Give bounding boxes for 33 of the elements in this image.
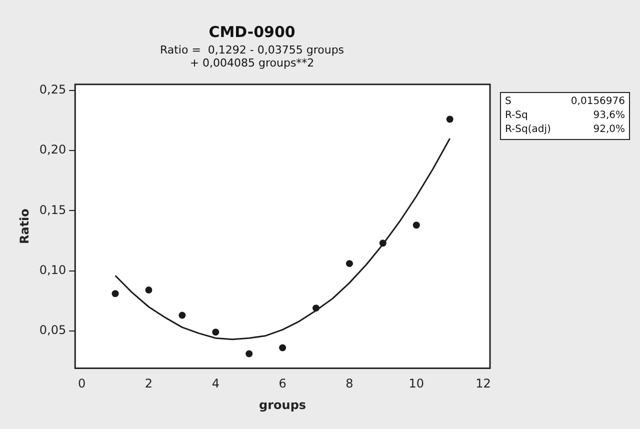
point	[379, 240, 386, 247]
x-tick-label: 2	[144, 376, 153, 391]
chart-subtitle: Ratio = 0,1292 - 0,03755 groups + 0,004085 groups**2	[160, 43, 344, 70]
x-tick-label: 0	[78, 376, 86, 391]
y-tick-label: 0,25	[39, 82, 66, 97]
text: R-Sq(adj)	[505, 123, 551, 137]
y-tick-label: 0,15	[39, 202, 66, 217]
point	[112, 290, 119, 298]
text: 92,0%	[593, 123, 625, 137]
x-axis-title: groups	[259, 398, 306, 412]
point	[446, 116, 454, 123]
y-tick-label: 0,10	[39, 262, 66, 277]
point	[212, 328, 220, 336]
chart-title: CMD-0900	[208, 22, 296, 41]
y-tick-label: 0,05	[39, 323, 66, 338]
text: 0,0156976	[570, 95, 625, 109]
point	[412, 222, 420, 229]
x-tick-label: 6	[278, 376, 286, 391]
point	[346, 260, 353, 268]
point	[178, 312, 186, 319]
text: S	[505, 95, 512, 109]
y-axis-title: Ratio	[17, 208, 32, 244]
x-tick-label: 8	[346, 376, 354, 391]
point	[246, 350, 253, 358]
x-tick-label: 4	[212, 376, 220, 391]
text: R-Sq	[505, 109, 528, 123]
x-tick-label: 12	[476, 376, 491, 391]
y-tick-label: 0,20	[39, 142, 66, 157]
text: 93,6%	[593, 109, 625, 123]
point	[145, 286, 152, 294]
point	[312, 304, 320, 312]
x-tick-label: 10	[408, 376, 424, 391]
point	[279, 344, 286, 352]
